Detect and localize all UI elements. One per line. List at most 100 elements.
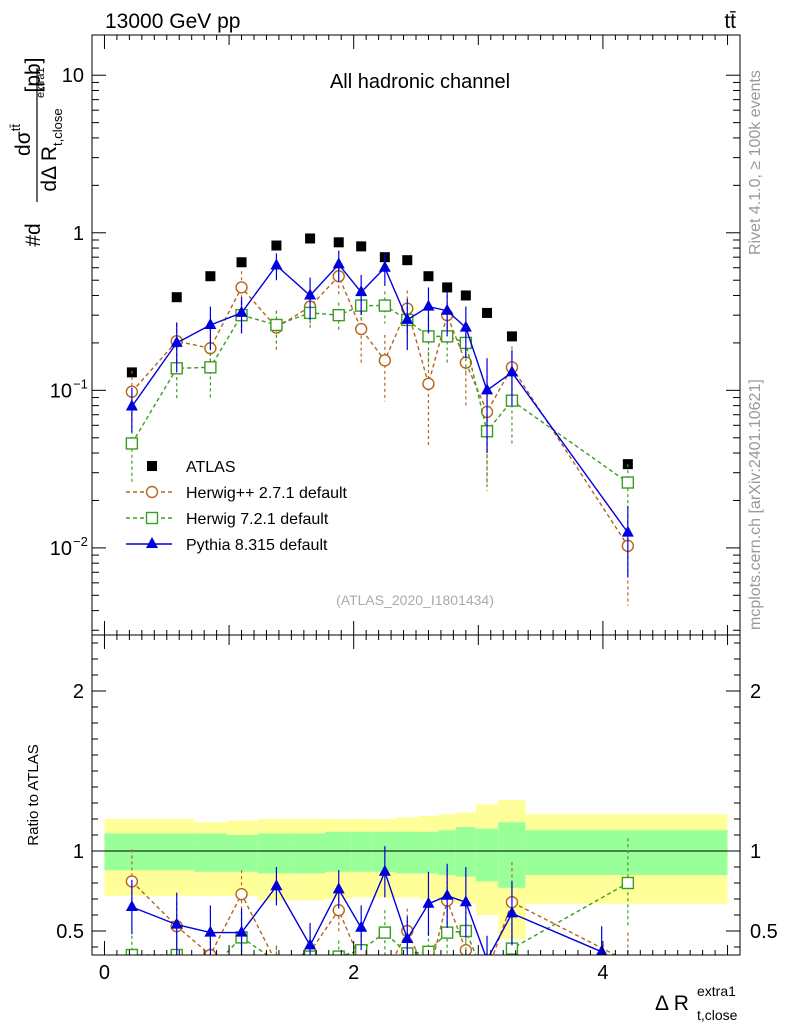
legend-marker bbox=[145, 511, 159, 525]
uncertainty-band-inner bbox=[104, 833, 151, 871]
data-point bbox=[204, 361, 217, 374]
ratio-point bbox=[125, 900, 138, 911]
main-ylabel: #d bbox=[22, 223, 45, 246]
ratio-point bbox=[441, 888, 454, 900]
data-point bbox=[621, 525, 634, 537]
rivet-label: Rivet 4.1.0, ≥ 100k events bbox=[747, 70, 764, 255]
data-point bbox=[204, 317, 217, 329]
header-right: tt̄ bbox=[724, 10, 736, 33]
y-tick-label: 1 bbox=[73, 223, 84, 245]
x-tick-label: 2 bbox=[348, 962, 359, 984]
ratio-series bbox=[125, 838, 635, 983]
data-point bbox=[441, 303, 454, 315]
uncertainty-band-inner bbox=[498, 822, 526, 888]
header-left: 13000 GeV pp bbox=[105, 10, 240, 33]
data-point bbox=[271, 240, 282, 251]
data-point bbox=[423, 271, 434, 282]
xlabel-sub: t,close bbox=[697, 1007, 738, 1023]
ratio-point bbox=[378, 926, 392, 939]
data-point bbox=[236, 257, 247, 268]
ylabel-den-sub: t,close bbox=[50, 108, 65, 146]
series-line bbox=[131, 274, 629, 547]
ratio-y-tick-label: 1 bbox=[73, 841, 84, 863]
uncertainty-band-inner bbox=[226, 835, 258, 872]
xlabel-main: Δ R bbox=[655, 992, 689, 1015]
data-point bbox=[378, 354, 392, 367]
uncertainty-band-inner bbox=[525, 830, 728, 875]
uncertainty-band-inner bbox=[194, 833, 227, 872]
ratio-series-group bbox=[125, 838, 635, 983]
svg-text:dσtt̄: dσtt̄ bbox=[8, 124, 35, 156]
data-point bbox=[460, 290, 471, 301]
ratio-point bbox=[235, 888, 248, 901]
uncertainty-band-inner bbox=[438, 830, 456, 875]
ratio-point bbox=[332, 882, 345, 894]
data-point bbox=[442, 282, 453, 293]
ratio-y-tick-label: 0.5 bbox=[56, 921, 84, 943]
legend-label: Pythia 8.315 default bbox=[186, 537, 328, 554]
ratio-point bbox=[270, 879, 283, 891]
ylabel-den: dΔ R bbox=[38, 146, 61, 192]
data-point bbox=[171, 292, 182, 303]
legend-label: Herwig 7.2.1 default bbox=[186, 511, 329, 528]
ratio-y-tick-label-right: 0.5 bbox=[750, 921, 778, 943]
ylabel-num: dσ bbox=[12, 131, 35, 156]
mcplots-label: mcplots.cern.ch [arXiv:2401.10621] bbox=[747, 379, 764, 630]
data-point bbox=[235, 305, 248, 317]
ratio-ticks: 0.5 0.5 1 1 2 2 0 2 4 bbox=[56, 635, 778, 984]
legend-label: ATLAS bbox=[186, 459, 236, 476]
ratio-point bbox=[485, 952, 489, 955]
ratio-point bbox=[621, 876, 635, 890]
ratio-point bbox=[271, 956, 282, 967]
ratio-point bbox=[235, 925, 248, 937]
ratio-point bbox=[304, 938, 317, 950]
uncertainty-band-inner bbox=[150, 833, 195, 871]
series-3 bbox=[125, 250, 634, 578]
x-tick-label: 4 bbox=[597, 962, 608, 984]
ratio-point bbox=[505, 906, 518, 918]
legend: ATLAS Herwig++ 2.7.1 default Herwig 7.2.1 … bbox=[126, 459, 348, 554]
ylabel-unit: [pb] bbox=[22, 57, 45, 92]
ratio-point bbox=[205, 964, 216, 975]
ratio-point bbox=[125, 948, 139, 955]
xlabel-sup: extra1 bbox=[697, 983, 736, 999]
data-point bbox=[332, 308, 345, 322]
data-point bbox=[422, 299, 435, 311]
ratio-point bbox=[423, 972, 434, 983]
x-tick-label: 0 bbox=[99, 962, 110, 984]
ratio-point bbox=[170, 917, 183, 929]
ratio-point bbox=[204, 925, 217, 937]
data-point bbox=[235, 281, 248, 294]
ratio-point bbox=[379, 970, 390, 981]
data-point bbox=[505, 365, 518, 377]
ratio-line bbox=[131, 882, 629, 955]
ratio-line bbox=[131, 880, 617, 955]
data-point bbox=[333, 237, 344, 248]
main-ylabel-fraction: dσtt̄ dΔ Rt,close extra1 bbox=[8, 67, 65, 202]
data-point bbox=[205, 271, 216, 282]
svg-text:#d: #d bbox=[22, 223, 45, 246]
y-tick-exponent: −1 bbox=[73, 376, 88, 391]
ratio-point bbox=[332, 950, 345, 955]
y-tick-label: 10 bbox=[50, 538, 72, 560]
analysis-annotation: (ATLAS_2020_I1801434) bbox=[336, 592, 494, 608]
legend-marker bbox=[147, 461, 157, 471]
uncertainty-band-inner bbox=[293, 833, 326, 874]
data-point bbox=[506, 331, 517, 342]
data-point bbox=[482, 307, 493, 318]
data-point bbox=[332, 257, 345, 269]
data-point bbox=[356, 241, 367, 252]
data-point bbox=[355, 285, 368, 297]
y-tick-label: 10 bbox=[62, 65, 84, 87]
data-point bbox=[170, 335, 183, 347]
ratio-series-2 bbox=[125, 846, 608, 955]
y-tick-exponent: −2 bbox=[73, 534, 88, 549]
data-point bbox=[305, 233, 316, 244]
data-point bbox=[378, 299, 392, 312]
ylabel-prefix: #d bbox=[22, 223, 45, 246]
ratio-y-tick-label: 2 bbox=[73, 681, 84, 703]
uncertainty-band-inner bbox=[372, 831, 397, 872]
